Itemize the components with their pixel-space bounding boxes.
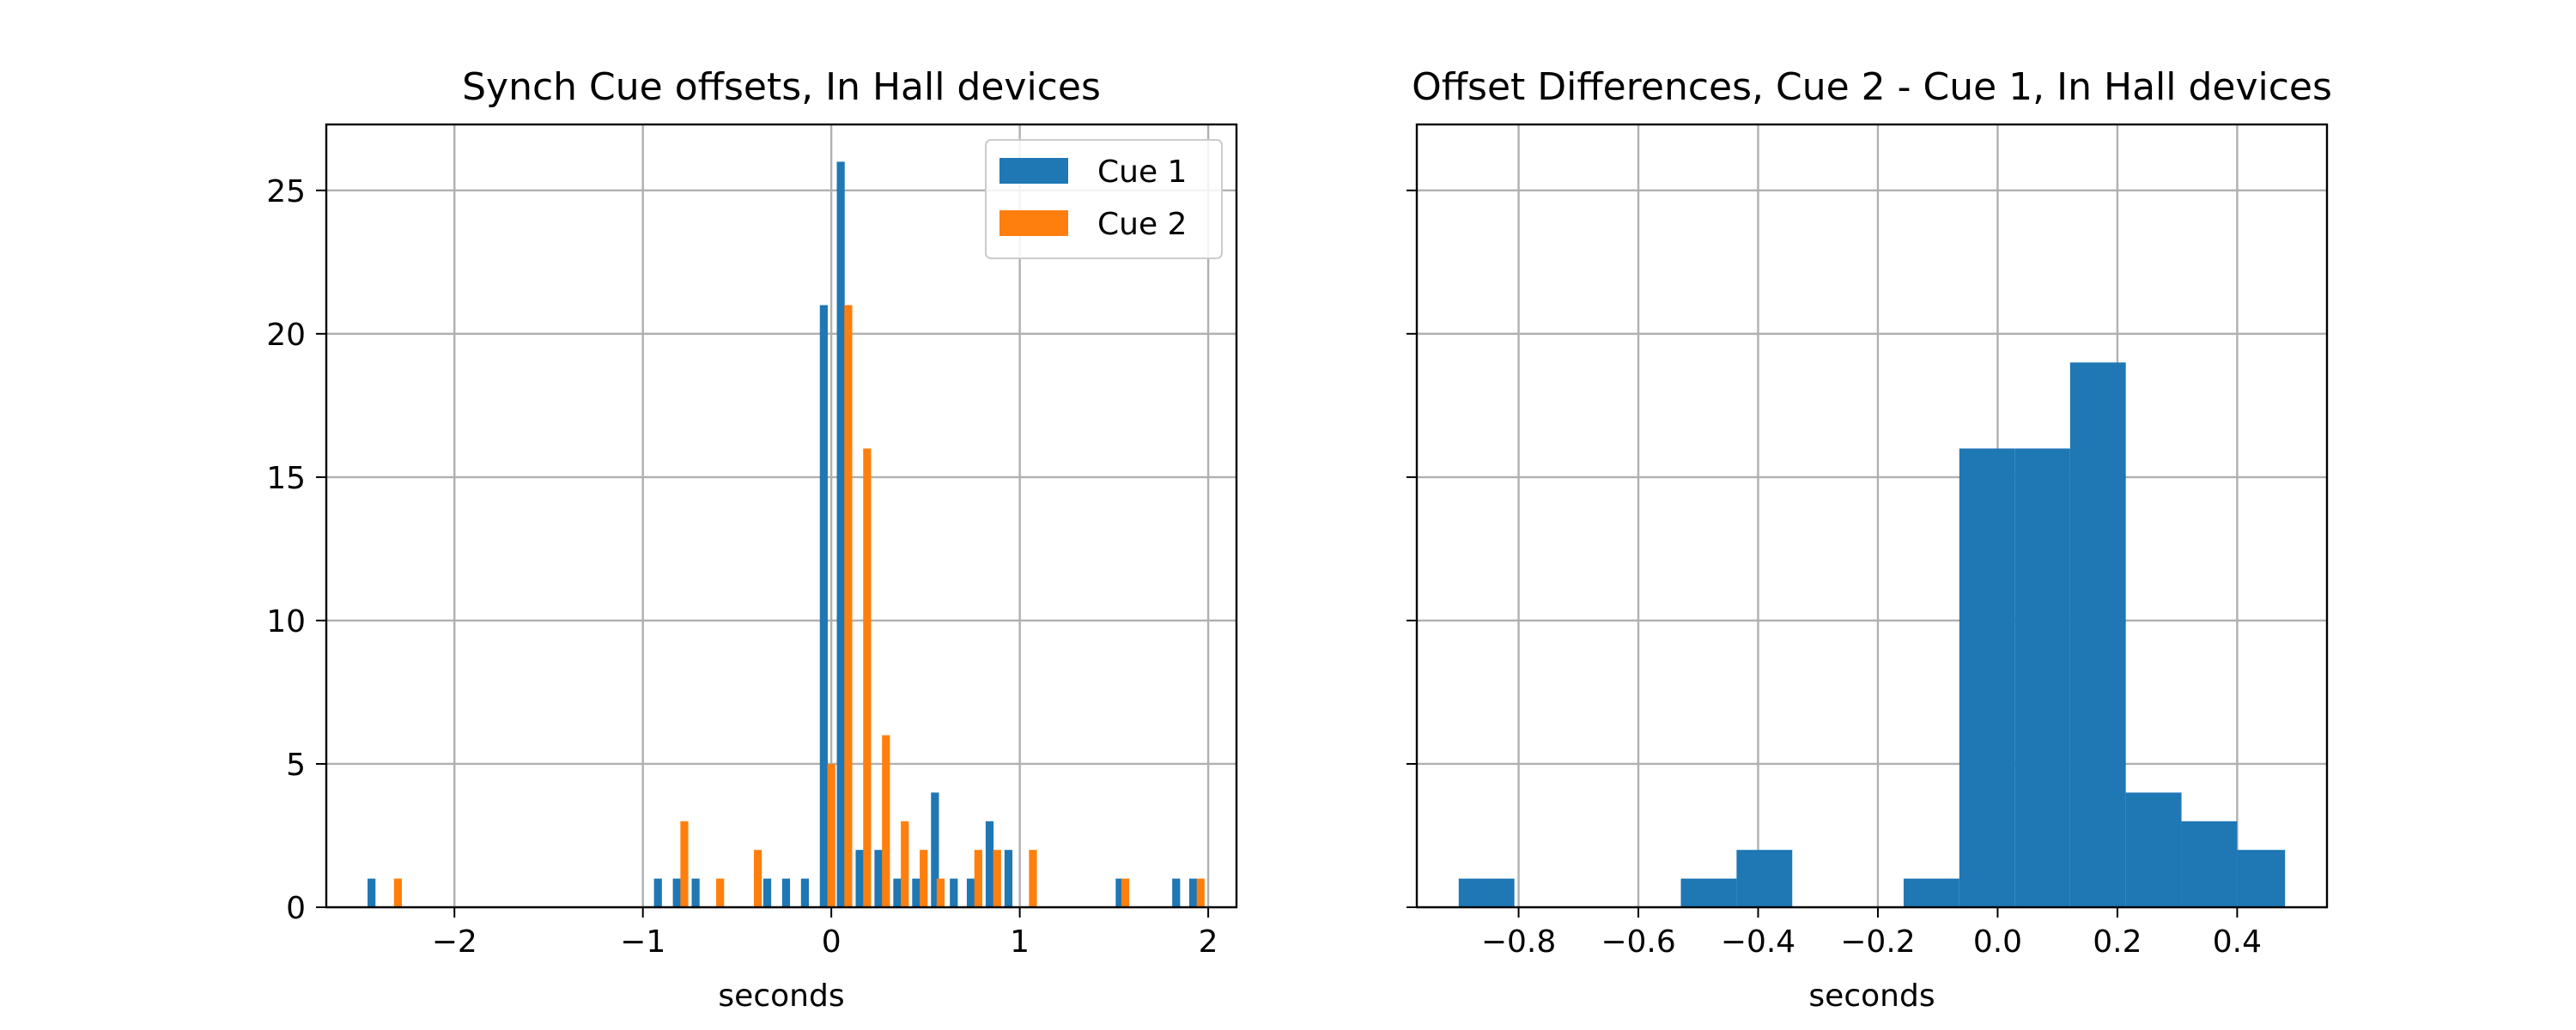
difference-bar: [1959, 448, 2015, 907]
right-chart-title: Offset Differences, Cue 2 - Cue 1, In Ha…: [1412, 65, 2332, 109]
bar-cue-2: [936, 878, 945, 907]
legend-label-cue-2: Cue 2: [1097, 207, 1187, 242]
bar-cue-2: [882, 735, 890, 907]
left-x-tick-label: −2: [432, 924, 477, 960]
bar-cue-1: [931, 792, 939, 907]
right-x-tick-label: −0.8: [1481, 924, 1556, 960]
bar-cue-1: [836, 161, 845, 907]
difference-bar: [2069, 362, 2126, 907]
bar-cue-1: [1115, 878, 1124, 907]
right-x-tick-label: −0.6: [1601, 924, 1675, 960]
bar-cue-2: [1196, 878, 1205, 907]
bar-cue-2: [1121, 878, 1130, 907]
legend-swatch-cue-1: [999, 158, 1068, 184]
bar-cue-1: [691, 878, 700, 907]
difference-bar: [2014, 448, 2070, 907]
bar-cue-2: [716, 878, 725, 907]
bar-cue-2: [974, 850, 982, 907]
difference-bar: [2237, 850, 2286, 907]
right-plot-frame: [1415, 123, 2329, 909]
bar-cue-1: [762, 878, 772, 907]
legend-swatch-cue-2: [999, 210, 1068, 236]
bar-cue-1: [368, 878, 376, 907]
bar-cue-2: [901, 821, 909, 907]
left-y-tick-label: 10: [266, 604, 306, 639]
bar-cue-1: [985, 821, 994, 907]
left-x-tick-label: −1: [620, 924, 665, 960]
bar-cue-1: [950, 878, 958, 907]
right-bars: [1458, 362, 2286, 907]
difference-bar: [1458, 878, 1515, 907]
left-plot-frame: [325, 123, 1238, 909]
bar-cue-1: [855, 850, 864, 907]
difference-bar: [1680, 878, 1737, 907]
bar-cue-1: [966, 878, 975, 907]
left-x-tick-label: 1: [1010, 924, 1030, 960]
right-x-tick-label: 0.0: [1973, 924, 2022, 960]
bar-cue-1: [781, 878, 791, 907]
bar-cue-1: [1188, 878, 1198, 907]
bar-cue-2: [863, 448, 872, 907]
legend: Cue 1 Cue 2: [985, 139, 1223, 259]
bar-cue-1: [912, 878, 920, 907]
bar-cue-2: [827, 763, 835, 907]
bar-cue-2: [393, 878, 403, 907]
right-x-axis-label: seconds: [1808, 978, 1935, 1014]
left-chart-title: Synch Cue offsets, In Hall devices: [462, 65, 1101, 109]
legend-label-cue-1: Cue 1: [1097, 154, 1187, 190]
bar-cue-1: [1172, 878, 1181, 907]
difference-bar: [2125, 792, 2182, 907]
left-x-tick-label: 0: [822, 924, 841, 960]
bar-cue-1: [874, 850, 883, 907]
bar-cue-2: [844, 305, 853, 907]
right-x-tick-label: 0.4: [2213, 924, 2262, 960]
differences-histogram-chart: Offset Differences, Cue 2 - Cue 1, In Ha…: [1406, 65, 2332, 1014]
offsets-histogram-chart: Synch Cue offsets, In Hall devices −2 −1 0…: [266, 65, 1238, 1014]
left-x-axis-label: seconds: [718, 978, 844, 1014]
right-x-tick-label: 0.2: [2093, 924, 2142, 960]
left-y-tick-label: 20: [266, 318, 306, 353]
right-x-tick-label: −0.2: [1840, 924, 1915, 960]
right-grid: [1417, 124, 2327, 909]
bar-cue-1: [800, 878, 810, 907]
difference-bar: [1736, 850, 1793, 907]
bar-cue-2: [680, 821, 689, 907]
bar-cue-2: [753, 850, 762, 907]
difference-bar: [1903, 878, 1959, 907]
bar-cue-2: [1029, 850, 1037, 907]
bar-cue-1: [819, 305, 828, 907]
bar-cue-2: [993, 850, 1001, 907]
left-y-tick-label: 15: [266, 461, 306, 496]
left-y-tick-label: 25: [266, 174, 306, 209]
difference-bar: [2181, 821, 2238, 907]
bar-cue-1: [893, 878, 902, 907]
bar-cue-1: [1004, 850, 1013, 907]
bar-cue-2: [920, 850, 928, 907]
left-bars: [368, 161, 1205, 907]
left-y-tick-label: 5: [286, 748, 306, 783]
bar-cue-1: [672, 878, 681, 907]
bar-cue-1: [653, 878, 662, 907]
right-x-tick-label: −0.4: [1721, 924, 1795, 960]
left-x-tick-label: 2: [1199, 924, 1218, 960]
left-y-tick-label: 0: [286, 891, 306, 926]
right-tick-labels: −0.8 −0.6 −0.4 −0.2 0.0 0.2 0.4: [1406, 189, 2262, 960]
